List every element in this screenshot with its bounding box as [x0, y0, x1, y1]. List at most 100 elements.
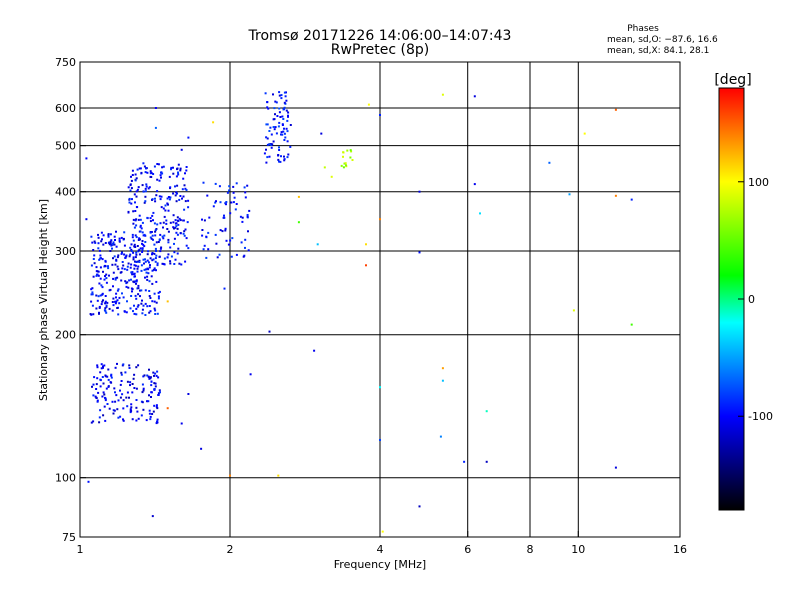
data-point: [316, 243, 319, 246]
data-point: [133, 387, 136, 389]
data-point: [284, 136, 287, 139]
data-point: [176, 252, 179, 255]
data-point: [184, 172, 186, 175]
data-point: [128, 255, 131, 258]
data-point: [137, 186, 140, 189]
data-point: [107, 368, 110, 371]
data-point: [156, 163, 159, 165]
data-point: [281, 133, 284, 136]
data-point: [138, 214, 141, 217]
data-point: [289, 145, 292, 148]
data-point: [135, 406, 138, 409]
data-point: [158, 290, 161, 293]
data-point: [278, 107, 281, 110]
data-point: [131, 391, 134, 394]
data-point: [113, 235, 116, 238]
data-point: [100, 367, 103, 370]
colorbar-tick-label: 100: [748, 176, 769, 189]
data-point: [141, 248, 144, 251]
data-point: [230, 255, 233, 258]
data-point: [121, 292, 123, 295]
x-tick-label: 16: [673, 543, 687, 556]
data-point: [136, 245, 139, 247]
data-point: [90, 235, 93, 238]
data-point: [146, 259, 149, 262]
data-point: [162, 207, 165, 210]
data-point: [99, 294, 102, 297]
data-point: [101, 258, 104, 261]
data-point: [138, 253, 141, 256]
data-point: [151, 300, 154, 303]
data-point: [120, 371, 123, 374]
data-point: [154, 229, 157, 232]
data-point: [115, 394, 118, 397]
data-point: [235, 253, 238, 256]
data-point: [122, 418, 124, 421]
data-point: [286, 130, 289, 133]
data-point: [116, 307, 119, 309]
data-point: [177, 247, 180, 250]
data-point: [123, 310, 126, 313]
data-point: [126, 265, 129, 268]
data-point: [154, 107, 157, 109]
data-point: [108, 307, 111, 310]
data-point: [114, 400, 117, 403]
data-point: [119, 383, 122, 386]
data-point: [274, 126, 277, 129]
data-point: [132, 239, 135, 242]
data-point: [143, 268, 146, 271]
data-point: [223, 287, 226, 290]
data-point: [148, 290, 151, 292]
data-point: [99, 379, 102, 382]
data-point: [153, 292, 156, 295]
data-point: [102, 365, 104, 368]
data-point: [153, 404, 156, 407]
data-point: [128, 279, 131, 282]
data-point: [96, 273, 98, 276]
data-point: [122, 419, 125, 422]
data-point: [130, 295, 133, 297]
data-point: [102, 414, 105, 417]
data-point: [156, 407, 159, 410]
x-axis-label: Frequency [MHz]: [334, 558, 426, 571]
data-point: [123, 244, 126, 247]
data-point: [146, 171, 149, 174]
data-point: [124, 280, 127, 283]
data-point: [104, 302, 107, 305]
data-point: [148, 280, 151, 283]
data-point: [157, 241, 160, 243]
data-point: [207, 231, 210, 234]
data-point: [246, 214, 249, 216]
data-point: [99, 266, 102, 269]
data-point: [140, 414, 143, 417]
data-point: [137, 304, 140, 307]
data-point: [97, 295, 100, 298]
data-point: [100, 240, 103, 243]
data-point: [175, 191, 178, 194]
data-point: [135, 236, 138, 239]
data-point: [164, 204, 167, 207]
data-point: [135, 313, 138, 316]
data-point: [125, 285, 128, 288]
data-point: [166, 300, 169, 303]
data-point: [119, 389, 121, 392]
data-point: [112, 297, 115, 300]
data-point: [136, 267, 139, 270]
data-point: [132, 258, 135, 261]
data-point: [227, 243, 230, 246]
data-point: [173, 242, 175, 245]
data-point: [264, 92, 267, 95]
data-point: [135, 307, 138, 310]
data-point: [268, 143, 271, 146]
data-point: [160, 171, 163, 174]
data-point: [113, 243, 116, 246]
data-point: [130, 271, 133, 274]
data-point: [118, 237, 121, 240]
data-point: [167, 230, 170, 233]
data-point: [287, 114, 289, 117]
data-point: [187, 393, 190, 395]
data-point: [240, 241, 243, 244]
data-point: [105, 311, 108, 314]
data-point: [135, 195, 138, 198]
